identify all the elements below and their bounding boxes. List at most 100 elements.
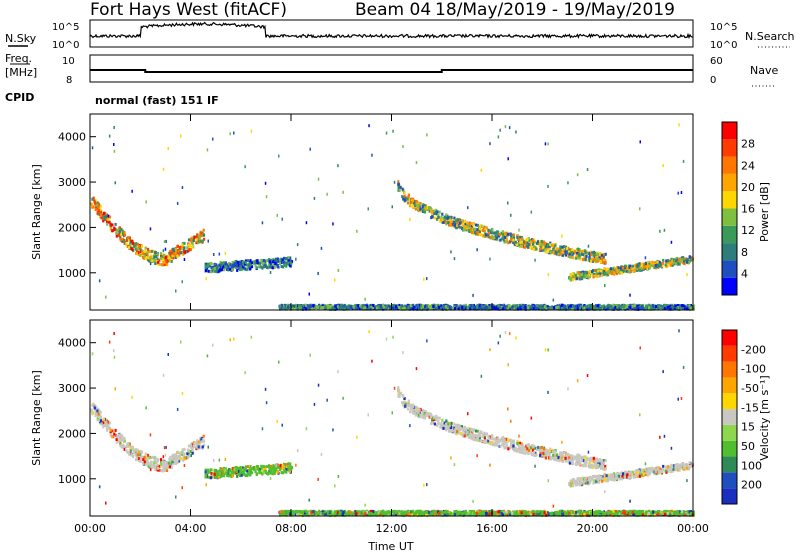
power-cell	[160, 252, 162, 255]
nave-label: Nave	[750, 64, 778, 77]
power-cell	[163, 254, 165, 257]
power-cell	[485, 306, 487, 309]
power-cell	[590, 253, 592, 256]
velocity-cell	[176, 461, 178, 464]
power-cell	[587, 275, 589, 278]
power-cell	[524, 246, 526, 249]
power-cell	[115, 181, 117, 184]
power-cell	[552, 244, 554, 247]
velocity-cell	[577, 454, 579, 457]
power-cell	[528, 243, 530, 246]
velocity-cell	[133, 451, 135, 454]
power-cell	[500, 239, 502, 242]
power-cell	[212, 138, 214, 141]
power-cell	[309, 293, 311, 296]
power-cell	[155, 255, 157, 258]
power-cell	[101, 217, 103, 220]
power-cell	[581, 253, 583, 256]
power-cell	[533, 248, 535, 251]
velocity-cell	[459, 428, 461, 431]
velocity-cell	[154, 465, 156, 468]
power-cell	[548, 273, 550, 276]
velocity-cell	[528, 449, 530, 452]
power-cell	[172, 248, 174, 251]
velocity-cell	[482, 435, 484, 438]
power-cell	[116, 232, 118, 235]
power-cell	[515, 241, 517, 244]
power-cell	[395, 305, 397, 308]
velocity-cell	[91, 404, 93, 407]
power-cell	[468, 229, 470, 232]
velocity-cell	[504, 442, 506, 445]
power-cell	[641, 262, 643, 265]
power-cell	[620, 306, 622, 309]
power-cell	[626, 305, 628, 308]
power-cell	[538, 305, 540, 308]
power-cell	[318, 178, 320, 181]
power-cell	[449, 307, 451, 310]
power-cell	[451, 216, 453, 219]
velocity-cell	[552, 450, 554, 453]
velocity-cell	[660, 470, 662, 473]
power-cell	[565, 251, 567, 254]
power-cell	[440, 218, 442, 221]
power-cell	[131, 190, 133, 193]
power-cell	[183, 246, 185, 249]
velocity-cell	[146, 458, 148, 461]
power-cell	[207, 148, 209, 151]
power-cell	[109, 135, 111, 138]
power-cell	[676, 307, 678, 310]
power-cell	[256, 266, 258, 269]
power-cell	[648, 265, 650, 268]
velocity-cell	[398, 389, 400, 392]
velocity-cell	[532, 445, 534, 448]
power-cell	[207, 265, 209, 268]
power-cell	[476, 306, 478, 309]
power-cell	[507, 202, 509, 205]
power-cell	[274, 266, 276, 269]
velocity-cell	[479, 433, 481, 436]
power-cell	[324, 304, 326, 307]
power-cell	[425, 208, 427, 211]
power-cell	[245, 261, 247, 264]
power-cell	[610, 267, 612, 270]
velocity-cell	[679, 469, 681, 472]
power-cell	[230, 263, 232, 266]
velocity-cell	[491, 434, 493, 437]
power-cell	[123, 239, 125, 242]
power-cell	[634, 304, 636, 307]
power-cell	[689, 255, 691, 258]
power-cell	[386, 132, 388, 135]
power-cell	[332, 222, 334, 225]
power-cell	[105, 215, 107, 218]
power-cell	[571, 251, 573, 254]
velocity-cell	[106, 429, 108, 432]
velocity-cell	[190, 446, 192, 449]
velocity-cell	[662, 468, 664, 471]
velocity-cell	[591, 463, 593, 466]
power-cell	[604, 272, 606, 275]
power-cell	[310, 148, 312, 151]
power-cell	[189, 244, 191, 247]
velocity-cell	[425, 414, 427, 417]
power-cell	[628, 266, 630, 269]
velocity-cell	[516, 442, 518, 445]
power-cell	[166, 263, 168, 266]
power-cell	[105, 296, 107, 299]
velocity-cell	[441, 419, 443, 422]
power-cell	[567, 181, 569, 184]
power-cell	[423, 209, 425, 212]
power-cell	[665, 264, 667, 267]
velocity-cell	[451, 422, 453, 425]
velocity-cell	[474, 434, 476, 437]
power-cell	[595, 258, 597, 261]
power-cell	[577, 173, 579, 176]
power-cell	[277, 260, 279, 263]
velocity-cell	[561, 452, 563, 455]
power-cell	[184, 251, 186, 254]
power-cell	[521, 305, 523, 308]
power-cell	[269, 260, 271, 263]
velocity-cell	[533, 454, 535, 457]
nsearch-tick-bottom: 10^0	[710, 40, 737, 51]
